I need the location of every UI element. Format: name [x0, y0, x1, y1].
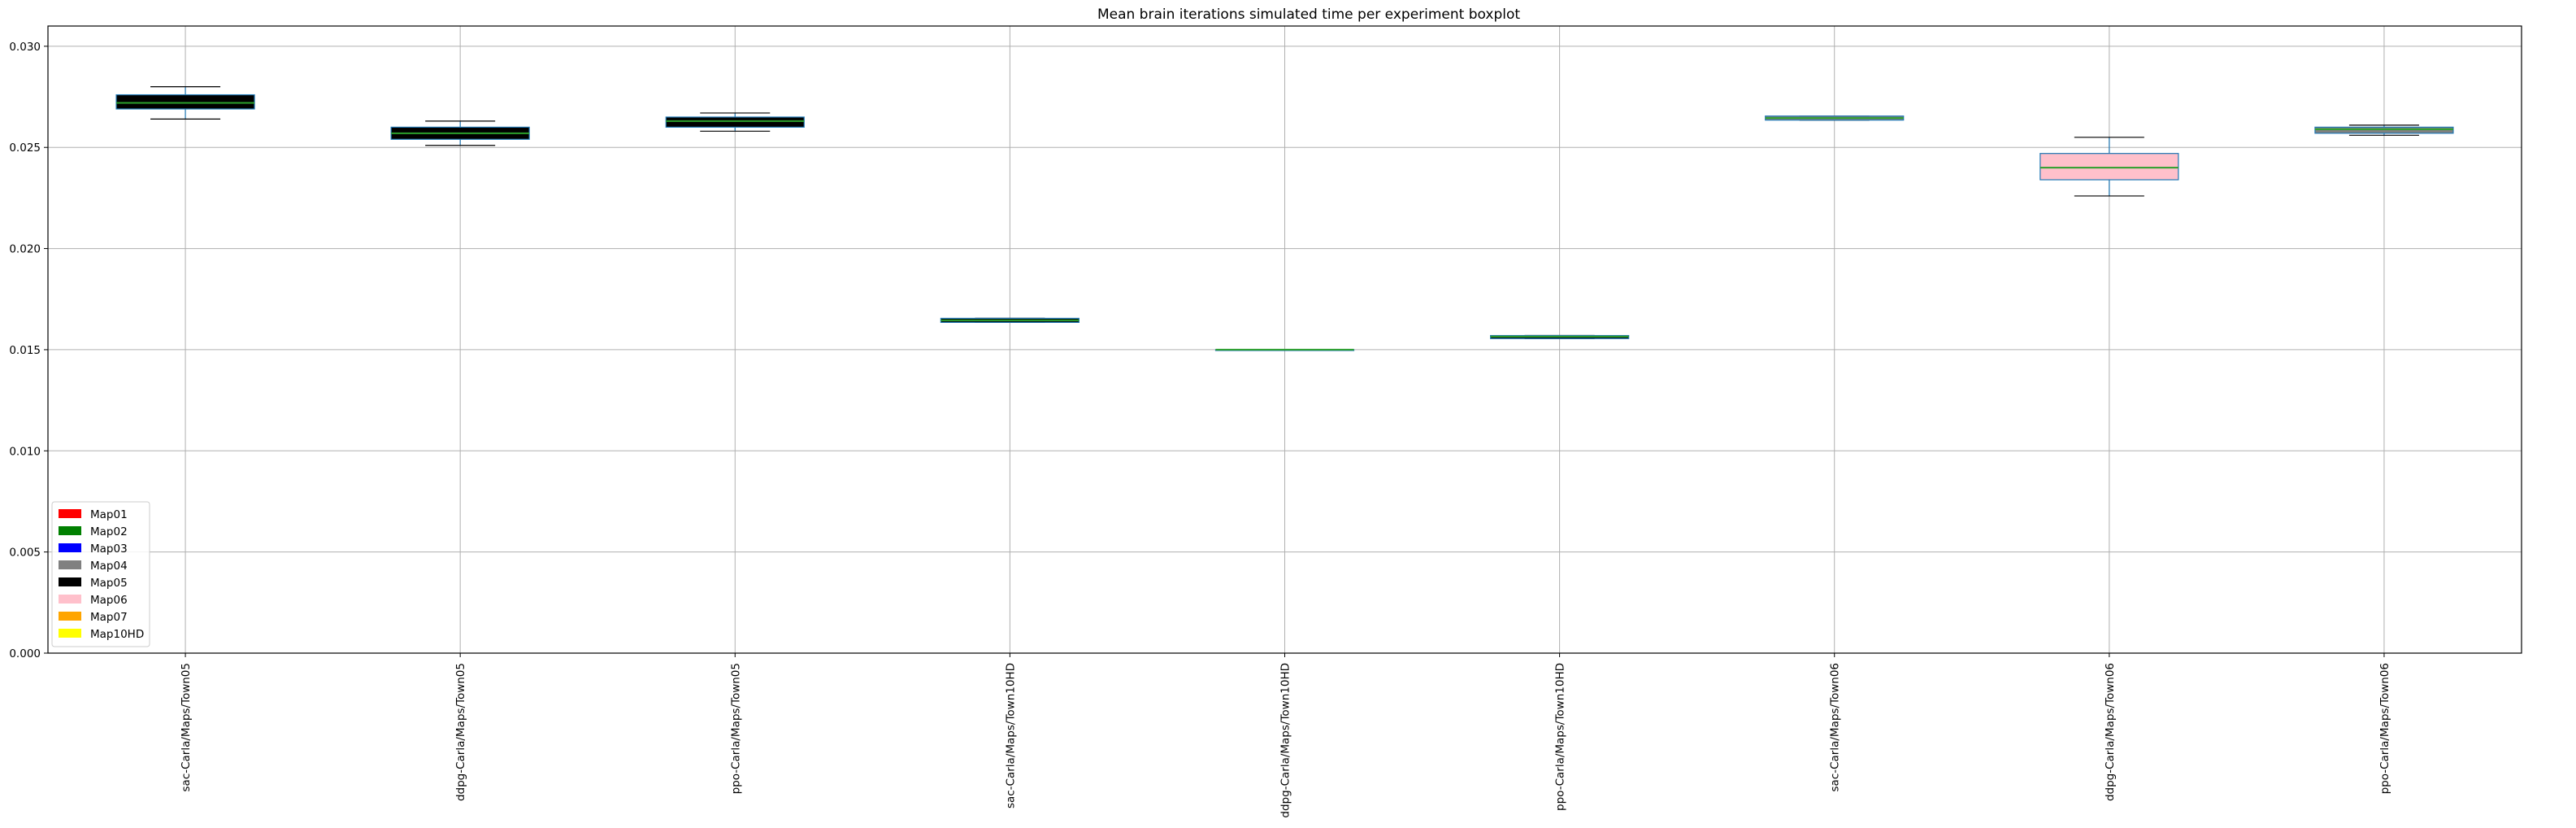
legend-swatch	[59, 629, 81, 638]
boxes	[115, 86, 2454, 351]
x-tick-label: ppo-Carla/Maps/Town10HD	[1554, 663, 1567, 811]
x-tick-label: sac-Carla/Maps/Town05	[180, 663, 193, 791]
legend-label: Map10HD	[90, 628, 144, 641]
chart-title: Mean brain iterations simulated time per…	[1097, 7, 1520, 23]
legend-label: Map06	[90, 594, 128, 607]
y-tick-label: 0.025	[9, 142, 41, 155]
box-ddpg-Carla/Maps/Town06	[2040, 137, 2179, 197]
y-tick-label: 0.020	[9, 243, 41, 256]
box-body	[115, 94, 255, 110]
legend-label: Map05	[90, 577, 128, 590]
y-tick-label: 0.000	[9, 647, 41, 660]
x-tick-label: ddpg-Carla/Maps/Town10HD	[1279, 663, 1292, 818]
y-tick-label: 0.010	[9, 445, 41, 458]
legend-swatch	[59, 595, 81, 604]
x-tick-label: sac-Carla/Maps/Town06	[1829, 663, 1842, 791]
box-ddpg-Carla/Maps/Town10HD	[1214, 348, 1355, 351]
box-sac-Carla/Maps/Town10HD	[940, 317, 1079, 323]
legend-swatch	[59, 612, 81, 621]
legend-label: Map01	[90, 508, 128, 521]
y-tick-label: 0.030	[9, 41, 41, 54]
legend-label: Map03	[90, 543, 128, 556]
x-tick-label: ddpg-Carla/Maps/Town05	[454, 663, 467, 801]
y-tick-label: 0.015	[9, 344, 41, 357]
legend-swatch	[59, 526, 81, 535]
box-body	[2040, 153, 2179, 181]
legend-swatch	[59, 509, 81, 518]
box-body	[665, 116, 805, 128]
legend-label: Map04	[90, 560, 128, 573]
box-sac-Carla/Maps/Town06	[1765, 115, 1905, 121]
legend-swatch	[59, 560, 81, 569]
x-tick-label: sac-Carla/Maps/Town10HD	[1004, 663, 1017, 808]
x-axis: sac-Carla/Maps/Town05 ddpg-Carla/Maps/Tow…	[180, 653, 2391, 818]
box-ddpg-Carla/Maps/Town05	[390, 120, 530, 146]
legend-swatch	[59, 577, 81, 586]
box-ppo-Carla/Maps/Town06	[2314, 124, 2454, 136]
legend: Map01 Map02 Map03 Map04 Map05 Map06 Map07 Map10…	[51, 501, 150, 647]
y-axis: 0.000 0.005 0.010 0.015 0.020 0.025 0.030	[9, 41, 48, 660]
box-ppo-Carla/Maps/Town05	[665, 112, 805, 132]
box-sac-Carla/Maps/Town05	[115, 86, 255, 120]
box-body	[2314, 126, 2454, 134]
y-tick-label: 0.005	[9, 547, 41, 560]
legend-swatch	[59, 543, 81, 552]
legend-label: Map02	[90, 525, 128, 538]
x-tick-label: ddpg-Carla/Maps/Town06	[2104, 663, 2117, 801]
legend-frame	[51, 501, 150, 647]
x-tick-label: ppo-Carla/Maps/Town05	[729, 663, 742, 794]
x-tick-label: ppo-Carla/Maps/Town06	[2378, 663, 2391, 794]
box-ppo-Carla/Maps/Town10HD	[1490, 334, 1630, 339]
legend-label: Map07	[90, 611, 128, 624]
